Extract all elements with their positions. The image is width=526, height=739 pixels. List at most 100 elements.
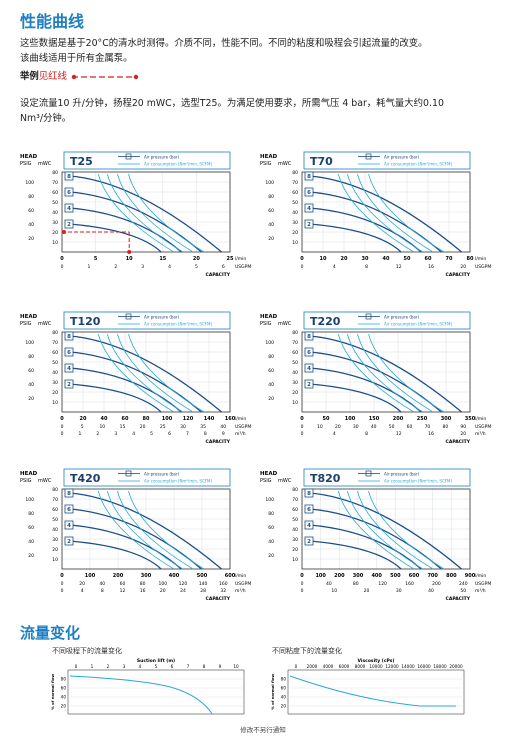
usgpm-tick-label: 60: [120, 581, 126, 587]
air-consumption-curve: [97, 333, 175, 413]
model-name: T25: [70, 155, 93, 168]
capacity-label: CAPACITY: [206, 439, 231, 445]
plot-frame: [61, 331, 231, 413]
legend-air-text: Air pressure (bar): [144, 315, 180, 320]
usgpm-tick-label: 10: [99, 424, 105, 430]
head-label: HEAD: [260, 314, 278, 320]
m3h-tick-label: 24: [180, 588, 186, 594]
plot-frame: [301, 331, 471, 413]
chart-header-box: [63, 311, 231, 330]
flow-x-tick-label: 10: [233, 664, 239, 669]
mwc-tick-label: 80: [292, 487, 298, 493]
psig-label: PSIG: [20, 478, 32, 484]
flow-curve: [69, 675, 213, 715]
viscosity-caption: 不同粘度下的流量变化: [272, 647, 342, 655]
pressure-box-label: 4: [307, 523, 311, 529]
mwc-tick-label: 30: [292, 537, 298, 543]
suction-chart: Suction lift (m) 0 1 2 3 4 5 6 7 8 9 10 80 60 40 20 % of…: [50, 658, 245, 715]
lmin-tick-label: 100: [345, 416, 356, 422]
m3h-tick-label: 12: [396, 431, 402, 437]
intro-line-2: 该曲线适用于所有金属泵。: [20, 53, 133, 64]
flow-y-tick-label: 60: [61, 686, 67, 691]
mwc-tick-label: 10: [292, 400, 298, 406]
usgpm-tick-label: 0: [301, 581, 304, 587]
air-consumption-curve: [368, 173, 445, 253]
psig-tick-label: 20: [28, 236, 34, 242]
psig-label: PSIG: [20, 321, 32, 327]
air-consumption-curve: [128, 333, 205, 413]
usgpm-tick-label: 140: [199, 581, 208, 587]
pressure-box: [64, 536, 74, 546]
chart-header-box: [303, 311, 471, 330]
m3h-tick-label: 20: [364, 588, 370, 594]
m3h-tick-label: 20: [460, 431, 466, 437]
example-red-start-dot: [62, 230, 66, 234]
model-name: T70: [310, 155, 333, 168]
flow-x-tick-label: 14000: [401, 664, 415, 669]
lmin-tick-label: 900: [465, 573, 476, 579]
capacity-label: CAPACITY: [446, 272, 471, 278]
usgpm-tick-label: 40: [326, 581, 332, 587]
m3h-tick-label: 32: [220, 588, 226, 594]
red-line-sample: [71, 74, 139, 79]
lmin-tick-label: 500: [390, 573, 401, 579]
pressure-box: [304, 488, 314, 498]
mwc-tick-label: 60: [52, 190, 58, 196]
m3h-unit: m³/h: [235, 431, 246, 437]
head-label: HEAD: [260, 471, 278, 477]
usgpm-tick-label: 20: [140, 424, 146, 430]
usgpm-tick-label: 20: [79, 581, 85, 587]
capacity-label: CAPACITY: [446, 596, 471, 602]
mwc-tick-label: 70: [292, 180, 298, 186]
mwc-tick-label: 30: [292, 220, 298, 226]
psig-tick-label: 20: [268, 553, 274, 559]
m3h-tick-label: 2: [96, 431, 99, 437]
m3h-tick-label: 16: [140, 588, 146, 594]
lmin-tick-label: 200: [393, 416, 404, 422]
lmin-tick-label: 0: [60, 573, 64, 579]
head-label: HEAD: [260, 154, 278, 160]
pressure-box: [304, 536, 314, 546]
lmin-tick-label: 500: [197, 573, 208, 579]
psig-label: PSIG: [260, 321, 272, 327]
m3h-tick-label: 9: [222, 431, 225, 437]
usgpm-tick-label: 10: [317, 424, 323, 430]
usgpm-tick-label: 100: [159, 581, 168, 587]
usgpm-tick-label: 5: [195, 264, 198, 270]
m3h-tick-label: 4: [132, 431, 135, 437]
lmin-tick-label: 200: [113, 573, 124, 579]
lmin-tick-label: 25: [227, 256, 234, 262]
flow-y-tick-label: 20: [281, 704, 287, 709]
pressure-box-label: 2: [307, 222, 311, 228]
m3h-tick-label: 7: [186, 431, 189, 437]
usgpm-tick-label: 160: [219, 581, 228, 587]
m3h-unit: m³/h: [235, 588, 246, 594]
lmin-tick-label: 160: [225, 416, 236, 422]
pressure-box-label: 6: [67, 507, 71, 513]
chart-header-box: [303, 151, 471, 170]
capacity-label: CAPACITY: [206, 596, 231, 602]
usgpm-tick-label: 30: [180, 424, 186, 430]
psig-tick-label: 80: [28, 511, 34, 517]
psig-label: PSIG: [260, 161, 272, 167]
lmin-tick-label: 100: [85, 573, 96, 579]
air-pressure-curve: [309, 540, 402, 570]
usgpm-tick-label: 120: [378, 581, 387, 587]
psig-tick-label: 20: [268, 396, 274, 402]
flow-x-tick-label: 4000: [323, 664, 334, 669]
model-name: T120: [70, 315, 101, 328]
mwc-tick-label: 80: [292, 170, 298, 176]
air-pressure-curve: [69, 335, 223, 413]
mwc-tick-label: 40: [52, 370, 58, 376]
m3h-tick-label: 30: [396, 588, 402, 594]
mwc-tick-label: 20: [292, 547, 298, 553]
psig-tick-label: 100: [265, 340, 274, 346]
air-consumption-curve: [97, 490, 175, 570]
m3h-tick-label: 0: [61, 431, 64, 437]
psig-tick-label: 60: [28, 525, 34, 531]
flow-x-tick-label: 8: [203, 664, 206, 669]
percent-normal-flow-label: % of normal flow: [270, 674, 275, 710]
footer-note: 修改不另行通知: [240, 726, 286, 734]
usgpm-tick-label: 90: [460, 424, 466, 430]
